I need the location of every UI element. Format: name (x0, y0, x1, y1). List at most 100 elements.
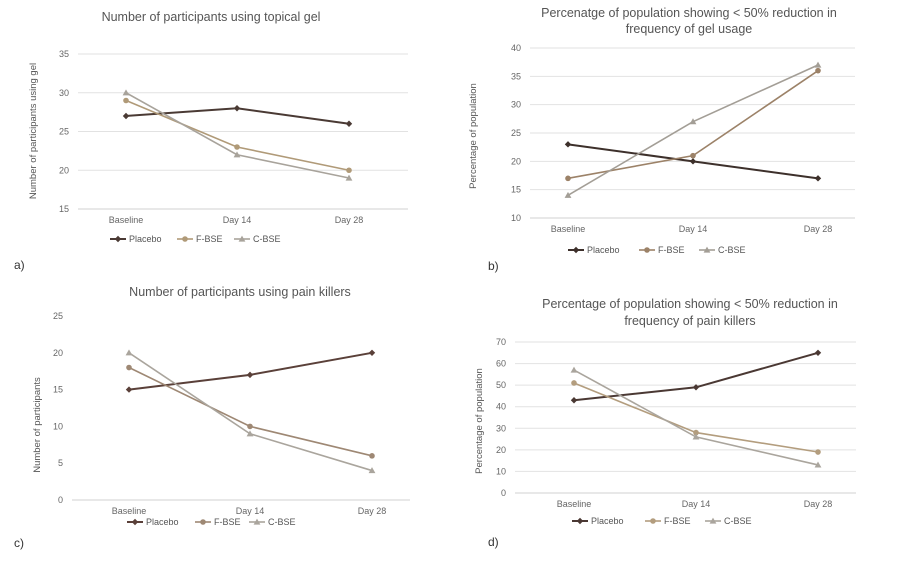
series-placebo (570, 349, 822, 404)
y-tick-label: 50 (496, 380, 506, 390)
data-point (815, 449, 821, 455)
data-point (122, 89, 130, 96)
y-tick-label: 25 (59, 127, 69, 137)
series-line (128, 351, 373, 391)
series-c-bse (570, 366, 822, 468)
y-tick-label: 40 (496, 402, 506, 412)
series-line (573, 351, 819, 402)
series-c-bse (125, 349, 376, 474)
x-tick-label: Baseline (112, 506, 147, 516)
data-point (247, 423, 253, 430)
data-point (564, 141, 572, 148)
y-tick-label: 35 (511, 71, 521, 81)
y-tick-label: 35 (59, 49, 69, 59)
chart-title: Number of participants using pain killer… (129, 285, 351, 299)
legend-label: F-BSE (196, 234, 223, 244)
data-point (814, 349, 822, 356)
y-tick-label: 25 (53, 311, 63, 321)
series-placebo (125, 349, 376, 393)
y-tick-label: 10 (496, 466, 506, 476)
series-f-bse (571, 380, 821, 455)
legend-item-placebo: Placebo (572, 516, 624, 526)
data-point (234, 144, 240, 150)
data-point (689, 158, 697, 165)
series-placebo (564, 141, 822, 182)
legend-marker (200, 519, 206, 525)
y-tick-label: 30 (496, 423, 506, 433)
legend-marker (650, 518, 656, 524)
series-line (128, 352, 373, 472)
data-point (814, 461, 822, 468)
series-line (128, 366, 373, 457)
data-point (125, 349, 133, 356)
panel-label: b) (488, 259, 499, 273)
data-point (565, 175, 571, 182)
data-point (570, 397, 578, 404)
data-point (689, 118, 697, 125)
data-point (368, 349, 376, 356)
y-tick-label: 20 (511, 156, 521, 166)
data-point (690, 152, 696, 159)
legend-marker (572, 246, 580, 254)
series-c-bse (564, 61, 822, 198)
y-tick-label: 20 (59, 165, 69, 175)
data-point (233, 151, 241, 158)
y-tick-label: 0 (501, 488, 506, 498)
legend-label: Placebo (591, 516, 624, 526)
y-tick-label: 10 (511, 213, 521, 223)
legend-item-f-bse: F-BSE (645, 516, 691, 526)
legend-item-placebo: Placebo (568, 245, 620, 255)
legend-marker (182, 236, 188, 242)
data-point (345, 174, 353, 181)
data-point (814, 175, 822, 182)
legend-label: F-BSE (214, 517, 241, 527)
legend-marker (709, 517, 717, 524)
y-tick-label: 20 (53, 348, 63, 358)
chart-title: Percentage of population showing < 50% r… (542, 297, 838, 311)
data-point (814, 61, 822, 68)
chart-panel-4: Percentage of population showing < 50% r… (474, 297, 856, 549)
x-tick-label: Baseline (557, 499, 592, 509)
panel-label: d) (488, 535, 499, 549)
y-tick-label: 30 (511, 100, 521, 110)
y-tick-label: 15 (511, 185, 521, 195)
legend-item-c-bse: C-BSE (249, 517, 296, 527)
legend-marker (131, 518, 139, 526)
x-tick-label: Day 28 (804, 224, 833, 234)
legend-item-c-bse: C-BSE (699, 245, 746, 255)
legend-label: Placebo (587, 245, 620, 255)
series-f-bse (123, 97, 352, 174)
chart-title: Number of participants using topical gel (102, 10, 321, 24)
data-point (369, 453, 375, 459)
legend-marker (703, 246, 711, 253)
data-point (345, 120, 353, 127)
data-point (564, 191, 572, 198)
chart-title: frequency of pain killers (624, 314, 755, 328)
y-tick-label: 10 (53, 421, 63, 431)
legend-marker (238, 235, 246, 242)
legend-item-f-bse: F-BSE (177, 234, 223, 244)
y-tick-label: 5 (58, 458, 63, 468)
data-point (692, 433, 700, 440)
data-point (125, 386, 133, 393)
chart-title: Percenatge of population showing < 50% r… (541, 6, 837, 20)
y-tick-label: 25 (511, 128, 521, 138)
legend-marker (576, 517, 584, 525)
x-tick-label: Day 14 (236, 506, 265, 516)
legend-item-c-bse: C-BSE (705, 516, 752, 526)
data-point (570, 366, 578, 373)
data-point (346, 167, 352, 174)
chart-panel-2: Percenatge of population showing < 50% r… (468, 6, 855, 273)
legend-label: C-BSE (724, 516, 752, 526)
legend-marker (644, 247, 650, 253)
legend-item-f-bse: F-BSE (195, 517, 241, 527)
data-point (122, 112, 130, 120)
series-line (125, 92, 350, 179)
y-tick-label: 30 (59, 88, 69, 98)
legend-item-f-bse: F-BSE (639, 245, 685, 255)
data-point (368, 467, 376, 474)
data-point (126, 364, 132, 371)
legend-item-placebo: Placebo (110, 234, 162, 244)
legend-item-c-bse: C-BSE (234, 234, 281, 244)
